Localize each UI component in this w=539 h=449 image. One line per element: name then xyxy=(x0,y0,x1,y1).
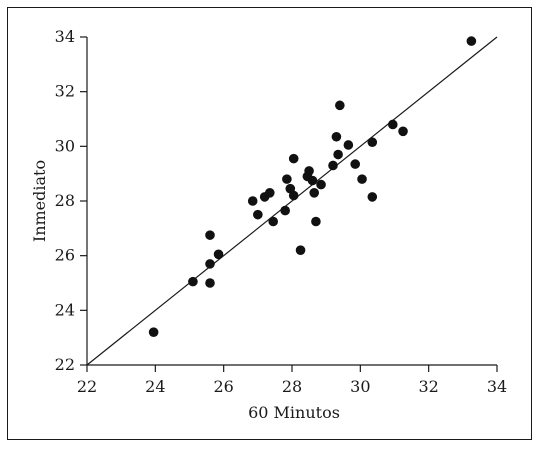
data-point xyxy=(288,190,299,201)
y-tick-label: 28 xyxy=(55,191,75,210)
reference-line-group xyxy=(86,36,498,366)
data-point xyxy=(148,327,159,338)
x-tick-label: 30 xyxy=(350,377,370,396)
data-point xyxy=(357,174,367,184)
x-tick-label: 26 xyxy=(213,377,233,396)
data-point xyxy=(387,119,398,130)
data-point xyxy=(367,192,378,202)
y-tick-label: 34 xyxy=(55,27,75,46)
x-tick-label: 34 xyxy=(487,377,507,396)
data-point xyxy=(311,216,321,227)
x-axis-title: 60 Minutos xyxy=(248,403,340,422)
data-point xyxy=(213,249,224,260)
data-point xyxy=(205,230,215,240)
data-point xyxy=(253,209,263,220)
x-tick-label: 24 xyxy=(145,377,165,396)
data-point xyxy=(247,196,258,206)
data-point xyxy=(282,174,292,184)
data-points xyxy=(148,36,477,338)
y-tick-label: 22 xyxy=(55,355,75,374)
data-point xyxy=(307,175,318,186)
data-point xyxy=(343,140,354,150)
y-axis-title: Inmediato xyxy=(30,160,49,242)
data-point xyxy=(328,160,338,171)
y-tick-label: 30 xyxy=(55,136,75,155)
data-point xyxy=(398,126,408,137)
data-point xyxy=(304,166,314,176)
x-tick-label: 32 xyxy=(418,377,438,396)
data-point xyxy=(367,137,378,148)
reference-line xyxy=(86,36,498,366)
data-point xyxy=(288,153,299,164)
y-tick-label: 26 xyxy=(55,246,75,265)
data-point xyxy=(264,188,275,198)
y-tick-label: 24 xyxy=(55,300,75,319)
x-tick-label: 22 xyxy=(77,377,97,396)
data-point xyxy=(335,100,345,111)
data-point xyxy=(316,179,326,190)
data-point xyxy=(205,259,215,269)
data-point xyxy=(350,159,361,169)
x-tick-label: 28 xyxy=(282,377,302,396)
y-tick-label: 32 xyxy=(55,82,75,101)
data-point xyxy=(205,278,215,288)
data-point xyxy=(280,205,290,216)
data-point xyxy=(331,131,342,142)
data-point xyxy=(295,245,306,255)
data-point xyxy=(268,216,279,227)
chart-frame xyxy=(7,7,532,440)
data-point xyxy=(309,188,320,198)
data-point xyxy=(188,276,198,287)
data-point xyxy=(466,36,477,46)
data-point xyxy=(333,149,343,160)
axes: 22 24 26 28 30 32 34 22 24 26 28 30 32 34 xyxy=(55,27,508,396)
